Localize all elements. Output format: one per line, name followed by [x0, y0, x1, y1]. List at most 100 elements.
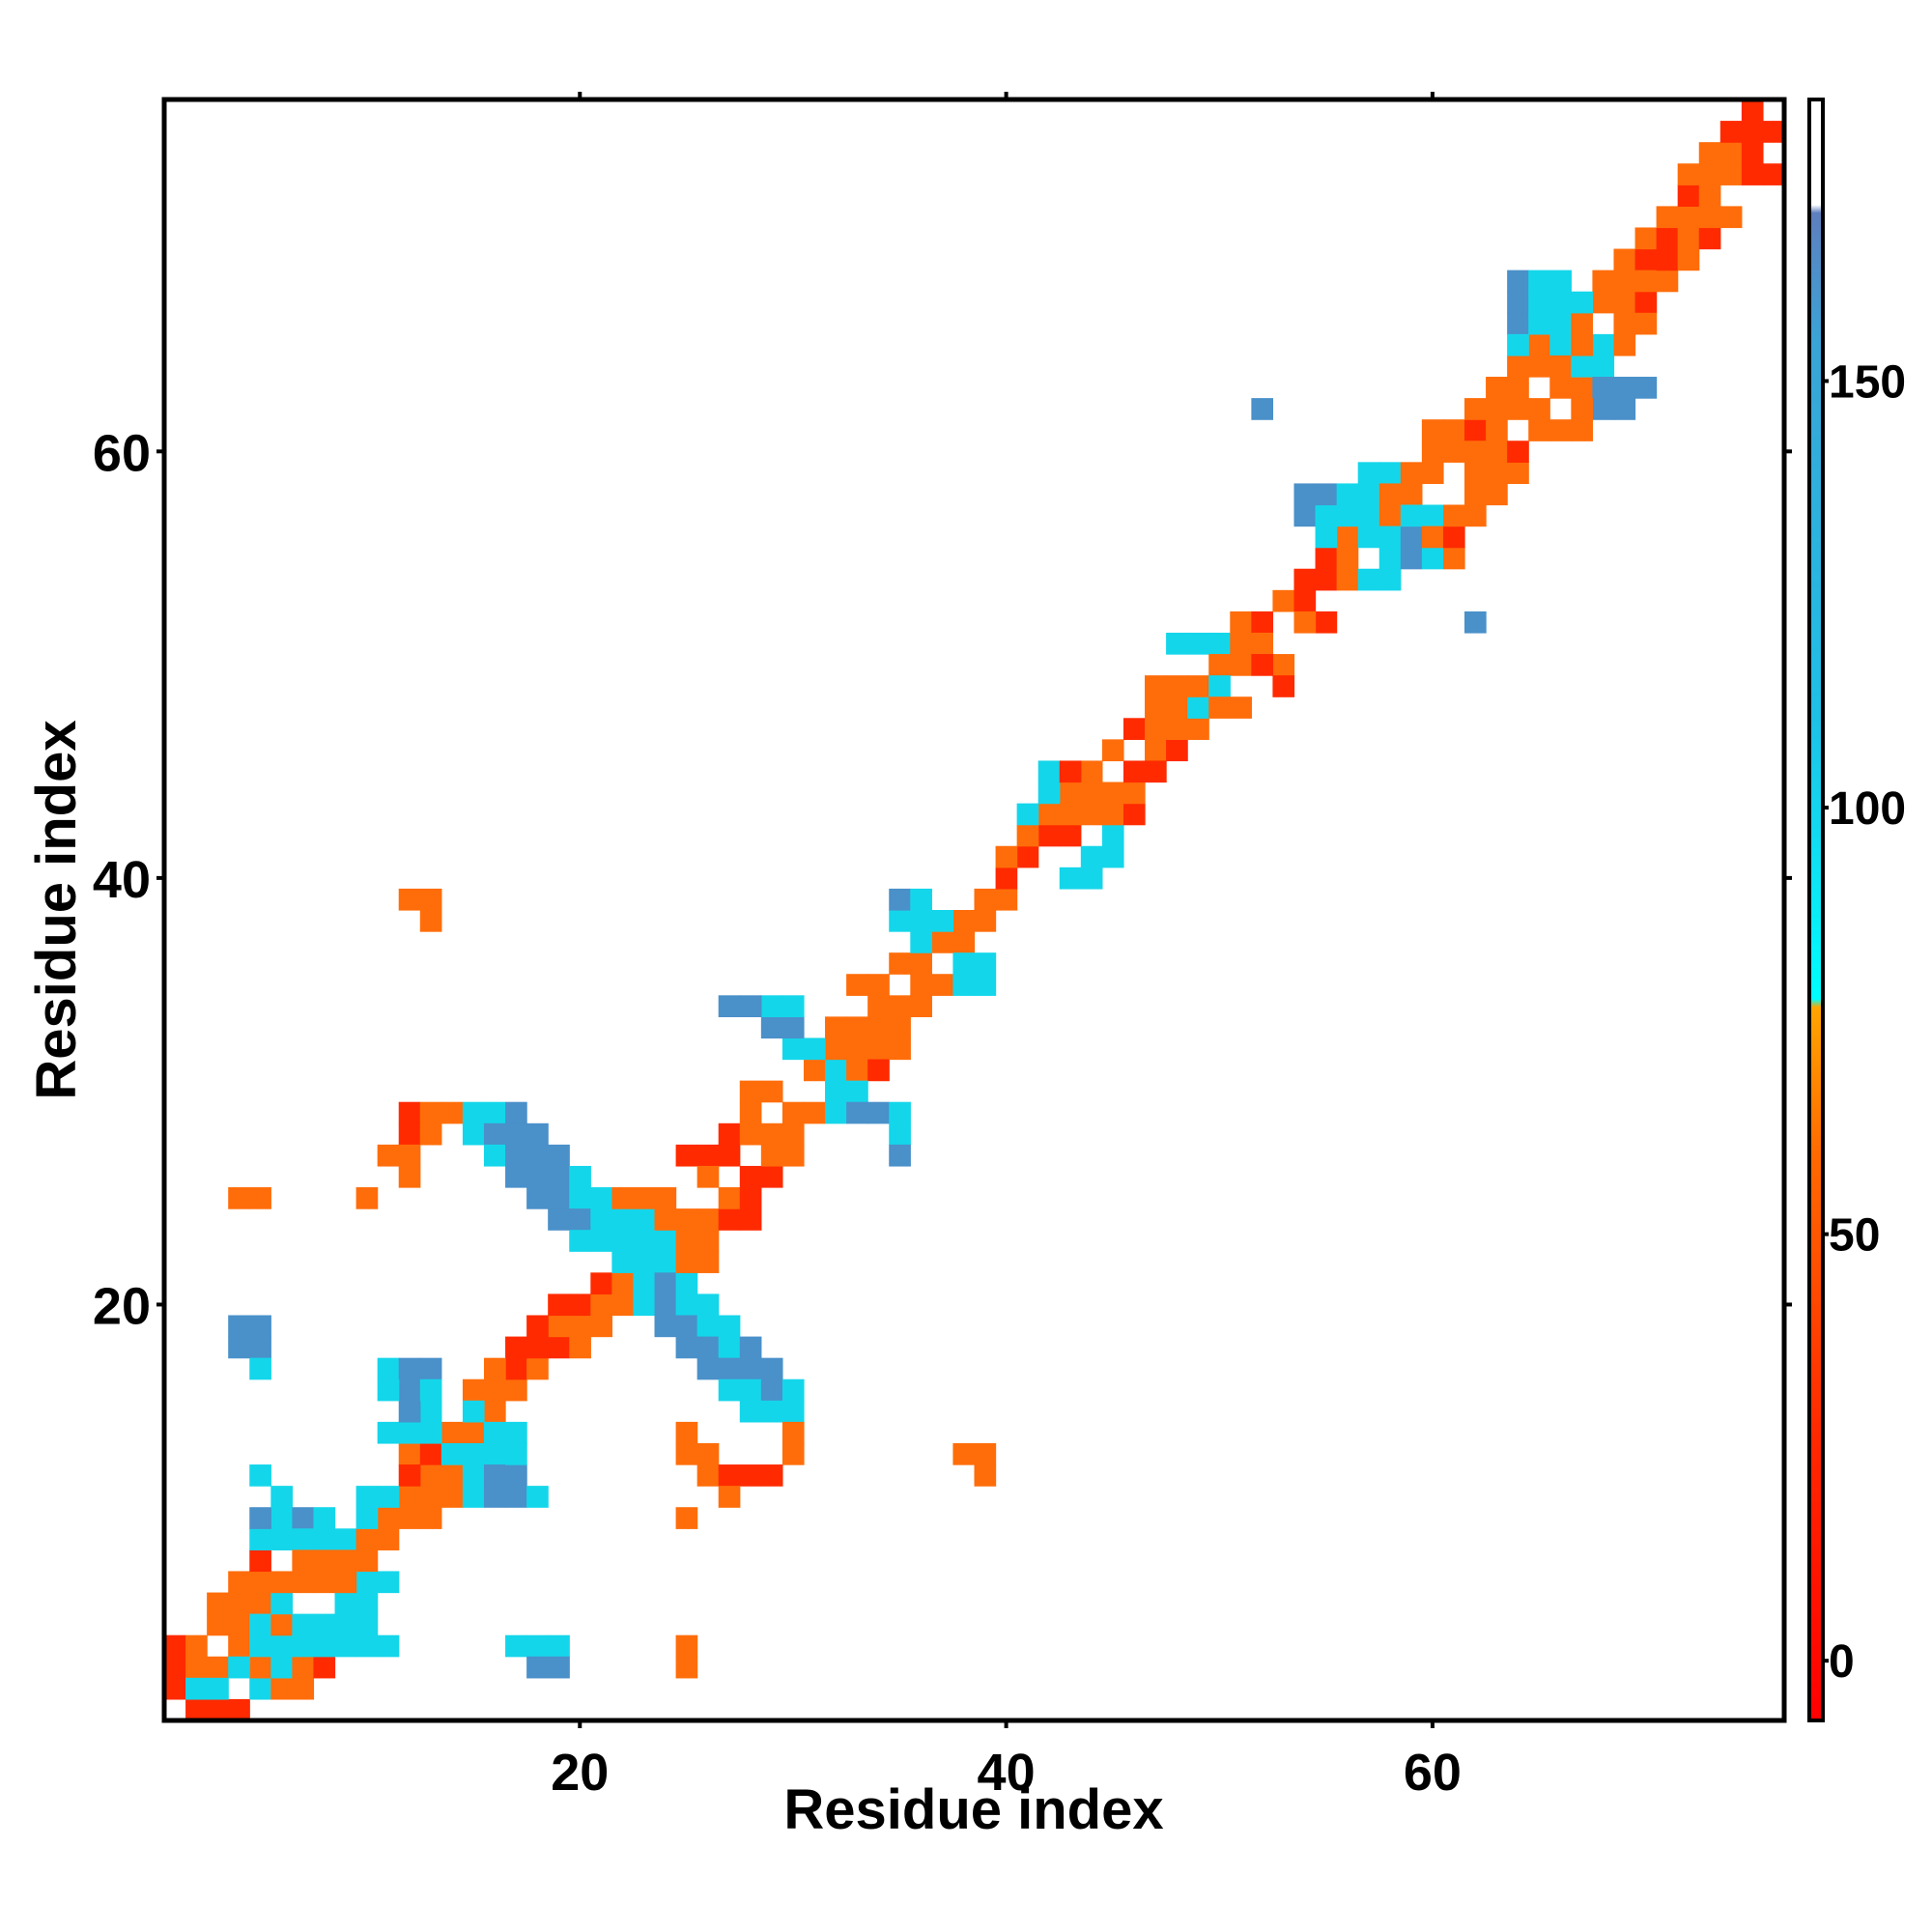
heatmap-cell [398, 888, 421, 911]
heatmap-cell [1613, 291, 1636, 314]
heatmap-cell [1400, 504, 1423, 527]
heatmap-cell [569, 1208, 591, 1231]
heatmap-cell [1293, 483, 1317, 506]
heatmap-cell [718, 1336, 741, 1359]
heatmap-cell [1507, 377, 1529, 399]
heatmap-cell [675, 1315, 698, 1338]
heatmap-cell [249, 1528, 271, 1550]
heatmap-cell [249, 1677, 271, 1700]
heatmap-cell [760, 1378, 783, 1402]
heatmap-cell [1357, 504, 1380, 527]
heatmap-cell [270, 1592, 293, 1615]
heatmap-cell [548, 1293, 570, 1317]
heatmap-cell [1400, 483, 1423, 506]
heatmap-cell [1528, 419, 1550, 441]
heatmap-cell [313, 1634, 336, 1658]
heatmap-cell [1656, 248, 1679, 271]
colorbar-tick-label: 50 [1829, 1210, 1880, 1262]
heatmap-cell [931, 931, 954, 953]
heatmap-cell [1571, 377, 1594, 399]
heatmap-cell [1272, 654, 1295, 676]
heatmap-cell [462, 1378, 485, 1402]
heatmap-cell [1230, 611, 1252, 634]
heatmap-cell [548, 1336, 570, 1359]
heatmap-cell [1208, 632, 1231, 655]
heatmap-cell [483, 1486, 506, 1508]
heatmap-cell [1293, 504, 1317, 527]
heatmap-cell [292, 1571, 315, 1594]
heatmap-cell [1357, 462, 1380, 485]
heatmap-cell [696, 1165, 720, 1188]
heatmap-cell [1719, 163, 1743, 185]
heatmap-cell [1187, 632, 1209, 655]
heatmap-cell [889, 910, 911, 932]
heatmap-cell [760, 1080, 783, 1103]
heatmap-cell [185, 1677, 208, 1700]
heatmap-cell [377, 1528, 400, 1550]
heatmap-cell [270, 1677, 293, 1700]
heatmap-cell [590, 1272, 612, 1295]
heatmap-cell [1357, 526, 1380, 549]
heatmap-cell [1187, 675, 1209, 697]
heatmap-cell [803, 1059, 826, 1082]
heatmap-cell [1315, 547, 1338, 570]
heatmap-cell [207, 1677, 229, 1700]
heatmap-cell [675, 1421, 698, 1444]
heatmap-cell [633, 1293, 656, 1317]
heatmap-cell [398, 1101, 421, 1124]
heatmap-cell [718, 995, 741, 1017]
heatmap-cell [590, 1293, 612, 1317]
heatmap-cell [1464, 440, 1487, 463]
heatmap-cell [910, 952, 932, 975]
heatmap-cell [1336, 526, 1359, 549]
heatmap-cell [696, 1208, 720, 1231]
heatmap-cell [654, 1315, 677, 1338]
heatmap-cell [462, 1486, 485, 1508]
heatmap-cell [440, 1101, 464, 1124]
heatmap-cell [952, 974, 976, 996]
heatmap-cell [377, 1634, 400, 1658]
heatmap-cell [590, 1315, 612, 1338]
heatmap-cell [355, 1528, 379, 1550]
heatmap-cell [760, 995, 783, 1017]
heatmap-cell [1251, 654, 1274, 676]
heatmap-cell [334, 1634, 357, 1658]
heatmap-cell [483, 1442, 506, 1465]
heatmap-cell [1507, 462, 1529, 485]
heatmap-cell [1166, 718, 1188, 740]
heatmap-cell [1698, 185, 1721, 207]
heatmap-cell [419, 1357, 442, 1380]
heatmap-cell [1080, 845, 1103, 868]
heatmap-cell [739, 1357, 762, 1380]
heatmap-cell [867, 995, 890, 1017]
heatmap-cell [590, 1208, 612, 1231]
heatmap-cell [1698, 142, 1721, 164]
heatmap-cell [1634, 312, 1658, 335]
heatmap-cell [228, 1698, 250, 1721]
x-tick-label: 20 [551, 1744, 609, 1802]
heatmap-cell [760, 1165, 783, 1188]
heatmap-cell [1251, 632, 1274, 655]
heatmap-cell [1528, 291, 1550, 314]
heatmap-cell [1464, 504, 1487, 527]
heatmap-cell [505, 1486, 527, 1508]
heatmap-cell [1656, 227, 1679, 250]
heatmap-cell [1507, 440, 1529, 463]
heatmap-cell [1442, 547, 1465, 570]
heatmap-cell [377, 1144, 400, 1167]
heatmap-cell [1378, 568, 1402, 591]
heatmap-cell [1486, 419, 1508, 441]
heatmap-cell [1166, 675, 1188, 697]
heatmap-cell [398, 1421, 421, 1444]
heatmap-cell [207, 1592, 229, 1615]
heatmap-cell [675, 1208, 698, 1231]
heatmap-cell [867, 1101, 890, 1124]
heatmap-cell [228, 1187, 250, 1209]
heatmap-cell [760, 1400, 783, 1423]
heatmap-cell [1101, 781, 1124, 805]
heatmap-cell [462, 1101, 485, 1124]
heatmap-cell [526, 1486, 549, 1508]
heatmap-cell [526, 1656, 549, 1679]
heatmap-cell [1378, 547, 1402, 570]
heatmap-cell [760, 1464, 783, 1487]
